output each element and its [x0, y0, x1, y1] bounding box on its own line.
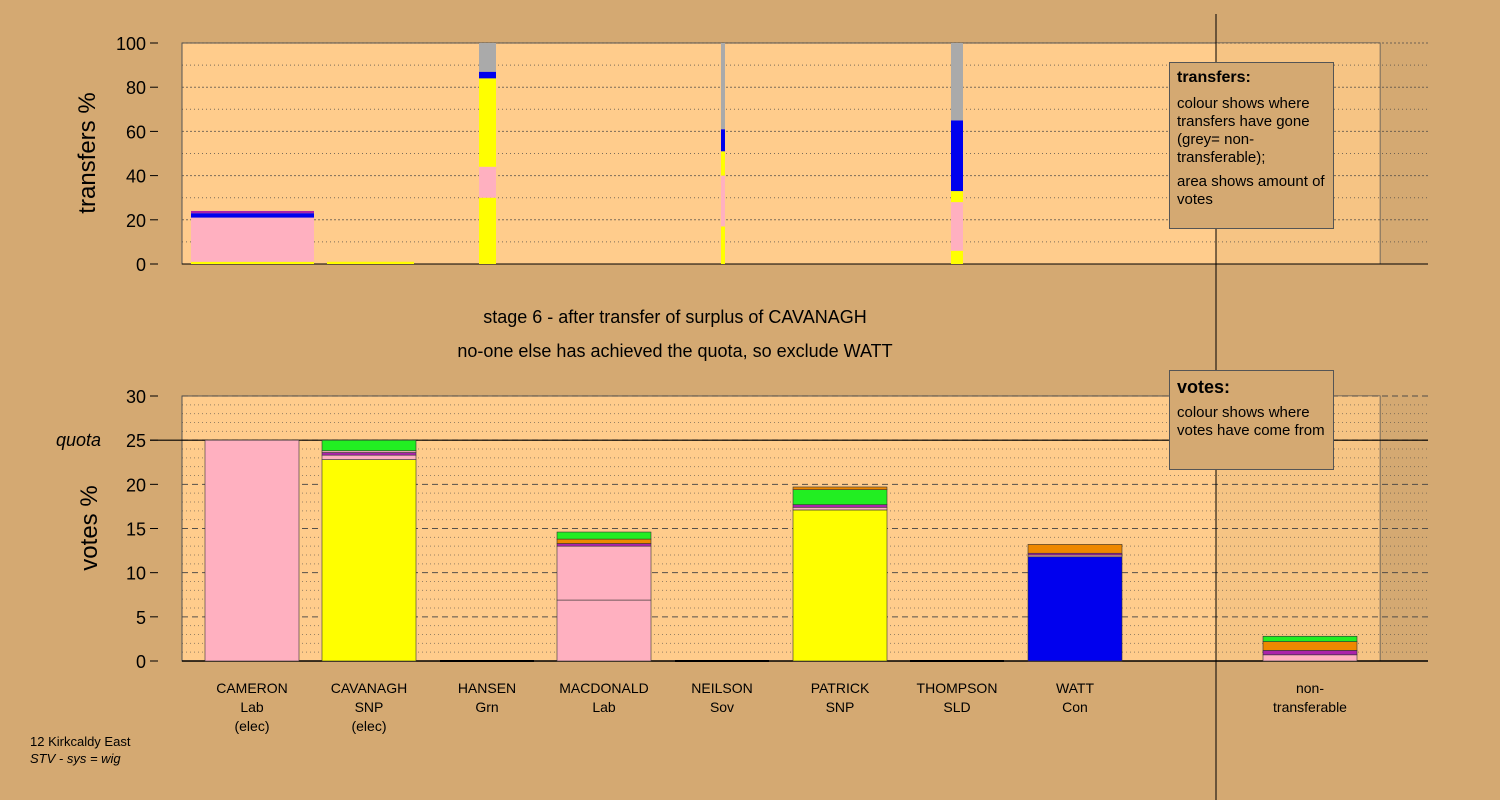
- transfers-tick-label: 0: [136, 255, 146, 275]
- votes-tick-label: 15: [126, 520, 146, 540]
- candidate-label: Sov: [710, 699, 734, 715]
- vote-segment: [556, 538, 652, 544]
- transfer-segment: [951, 120, 963, 192]
- transfer-segment: [479, 166, 496, 198]
- votes-tick-label: 20: [126, 475, 146, 495]
- vote-segment: [792, 489, 888, 505]
- vote-segment: [321, 459, 417, 662]
- vote-segment: [556, 531, 652, 540]
- transfer-segment: [191, 217, 314, 262]
- transfer-segment: [327, 261, 414, 264]
- candidate-label: NEILSON: [691, 680, 752, 696]
- votes-legend-text: colour shows where votes have come from: [1177, 404, 1325, 439]
- transfers-legend: transfers: colour shows where transfers …: [1169, 62, 1334, 229]
- votes-axis-title: votes %: [76, 485, 103, 570]
- votes-tick-label: 25: [126, 431, 146, 451]
- stage-title: stage 6 - after transfer of surplus of C…: [483, 307, 866, 327]
- transfer-segment: [721, 43, 725, 130]
- vote-segment: [556, 543, 652, 547]
- candidate-label: Con: [1062, 699, 1088, 715]
- candidate-label: non-: [1296, 680, 1324, 696]
- candidate-label: MACDONALD: [559, 680, 648, 696]
- transfers-legend-title: transfers:: [1177, 69, 1251, 86]
- votes-legend-title: votes:: [1177, 377, 1231, 397]
- candidate-label: (elec): [234, 718, 269, 734]
- candidate-label: SNP: [826, 699, 855, 715]
- vote-segment: [1262, 635, 1358, 642]
- transfer-segment: [951, 191, 963, 203]
- votes-legend: votes: colour shows where votes have com…: [1169, 370, 1334, 470]
- candidate-label: SNP: [355, 699, 384, 715]
- votes-tick-label: 0: [136, 652, 146, 672]
- transfer-segment: [721, 151, 725, 176]
- transfers-axis-title: transfers %: [74, 92, 101, 213]
- candidate-label: SLD: [943, 699, 970, 715]
- vote-segment: [792, 509, 888, 662]
- transfer-segment: [479, 78, 496, 167]
- vote-segment: [321, 452, 417, 456]
- candidate-label: transferable: [1273, 699, 1347, 715]
- vote-segment: [321, 454, 417, 460]
- vote-segment: [1027, 556, 1123, 662]
- transfer-segment: [191, 210, 314, 214]
- footer-system: STV - sys = wig: [30, 751, 121, 766]
- candidate-label: Grn: [475, 699, 498, 715]
- candidate-label: HANSEN: [458, 680, 516, 696]
- candidate-label: Lab: [240, 699, 264, 715]
- footer: 12 Kirkcaldy East STV - sys = wig: [30, 733, 130, 767]
- vote-segment: [792, 486, 888, 490]
- transfers-legend-text-1: colour shows where transfers have gone (…: [1177, 95, 1310, 166]
- transfers-legend-text-2: area shows amount of votes: [1177, 173, 1325, 208]
- vote-segment: [556, 545, 652, 601]
- transfer-segment: [721, 226, 725, 264]
- transfer-segment: [721, 175, 725, 227]
- transfer-segment: [191, 261, 314, 264]
- transfer-segment: [479, 43, 496, 72]
- candidate-label: Lab: [592, 699, 616, 715]
- candidate-label: THOMPSON: [917, 680, 998, 696]
- transfers-tick-label: 60: [126, 122, 146, 142]
- transfer-segment: [479, 197, 496, 264]
- quota-label: quota: [56, 430, 101, 450]
- vote-segment: [1262, 654, 1358, 662]
- transfer-segment: [951, 43, 963, 121]
- vote-segment: [792, 506, 888, 511]
- votes-tick-label: 10: [126, 564, 146, 584]
- transfer-segment: [951, 202, 963, 251]
- transfer-segment: [191, 213, 314, 218]
- transfers-tick-label: 20: [126, 211, 146, 231]
- candidate-label: CAVANAGH: [331, 680, 408, 696]
- footer-ward: 12 Kirkcaldy East: [30, 734, 131, 749]
- candidate-label: (elec): [351, 718, 386, 734]
- vote-segment: [321, 439, 417, 452]
- votes-tick-label: 30: [126, 387, 146, 407]
- transfers-tick-label: 80: [126, 78, 146, 98]
- candidate-label: WATT: [1056, 680, 1095, 696]
- transfer-segment: [721, 129, 725, 152]
- candidate-label: PATRICK: [811, 680, 870, 696]
- stage-subtitle: no-one else has achieved the quota, so e…: [457, 341, 892, 361]
- vote-segment: [204, 439, 300, 662]
- candidate-label: CAMERON: [216, 680, 288, 696]
- transfers-tick-label: 100: [116, 34, 146, 54]
- vote-segment: [556, 599, 652, 662]
- votes-tick-label: 5: [136, 608, 146, 628]
- vote-segment: [1027, 544, 1123, 554]
- vote-segment: [792, 504, 888, 508]
- transfer-segment: [479, 71, 496, 79]
- vote-segment: [1262, 641, 1358, 651]
- vote-segment: [1262, 650, 1358, 656]
- transfers-tick-label: 40: [126, 167, 146, 187]
- transfer-segment: [951, 250, 963, 264]
